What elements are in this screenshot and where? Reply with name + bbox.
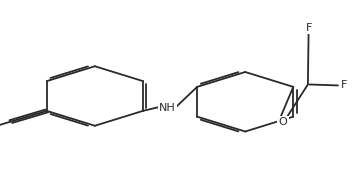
- Text: F: F: [305, 23, 312, 33]
- Text: NH: NH: [159, 103, 176, 113]
- Text: O: O: [279, 117, 287, 127]
- Text: F: F: [340, 80, 347, 90]
